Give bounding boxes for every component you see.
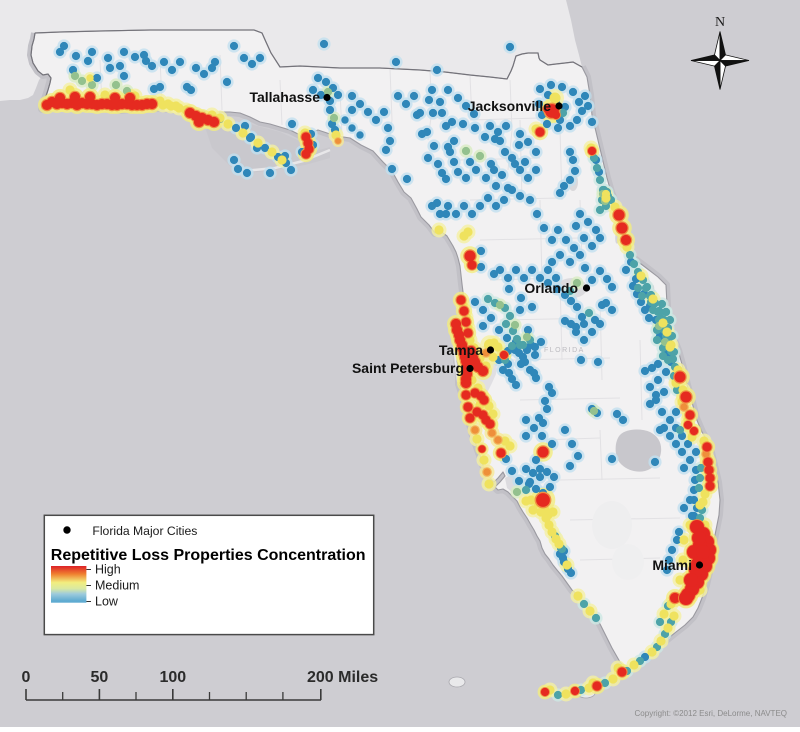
svg-text:100: 100 <box>159 669 186 686</box>
svg-text:200 Miles: 200 Miles <box>307 669 378 686</box>
svg-text:N: N <box>715 15 725 30</box>
svg-text:FLORIDA: FLORIDA <box>544 347 585 354</box>
svg-text:Copyright: ©2012 Esri, DeLorme: Copyright: ©2012 Esri, DeLorme, NAVTEQ <box>635 709 787 718</box>
svg-text:Florida Major Cities: Florida Major Cities <box>92 524 197 538</box>
svg-text:50: 50 <box>91 669 109 686</box>
svg-text:Miami: Miami <box>652 557 692 573</box>
svg-text:Jacksonville: Jacksonville <box>468 98 551 114</box>
svg-text:Tallahasse: Tallahasse <box>249 89 320 105</box>
svg-text:Low: Low <box>95 595 119 609</box>
svg-text:Saint Petersburg: Saint Petersburg <box>352 360 464 376</box>
svg-text:Tampa: Tampa <box>439 342 483 358</box>
svg-text:Repetitive Loss Properties Con: Repetitive Loss Properties Concentration <box>51 547 366 564</box>
svg-text:Orlando: Orlando <box>524 280 578 296</box>
svg-text:Medium: Medium <box>95 579 139 593</box>
svg-text:High: High <box>95 563 121 577</box>
svg-text:0: 0 <box>22 669 31 686</box>
